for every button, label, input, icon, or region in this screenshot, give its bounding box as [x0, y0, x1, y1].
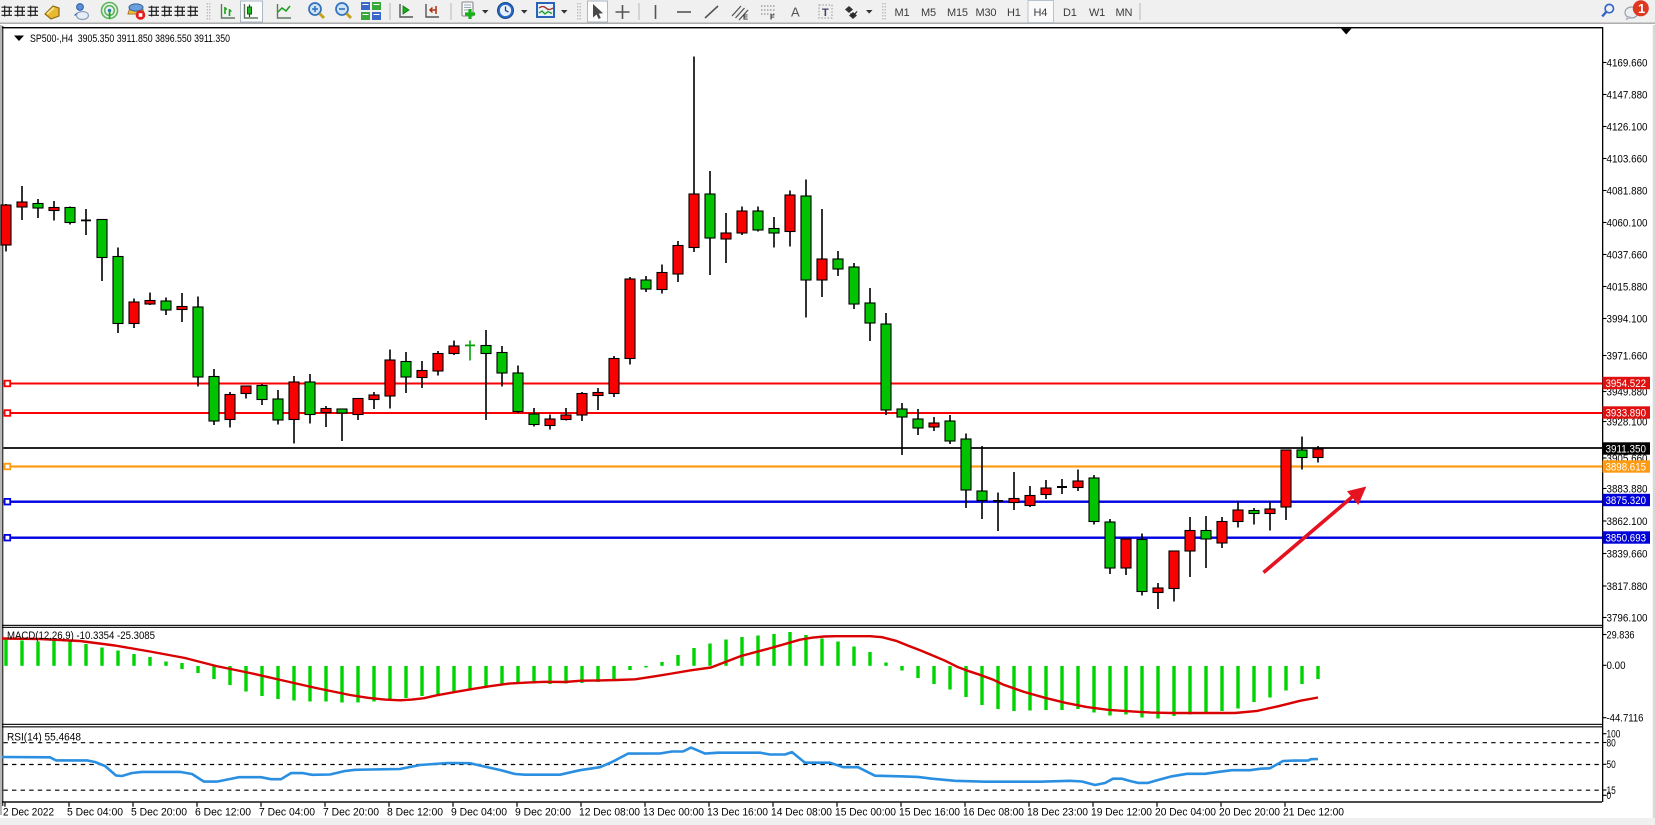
svg-text:A: A — [791, 5, 800, 20]
svg-text:3898.615: 3898.615 — [1606, 461, 1647, 473]
svg-text:6 Dec 12:00: 6 Dec 12:00 — [195, 807, 251, 819]
svg-text:M1: M1 — [895, 7, 910, 19]
svg-text:-44.7116: -44.7116 — [1607, 713, 1644, 725]
svg-text:80: 80 — [1607, 737, 1616, 749]
svg-text:13 Dec 16:00: 13 Dec 16:00 — [707, 807, 768, 819]
svg-text:SP500-,H4 3905.350 3911.850 3: SP500-,H4 3905.350 3911.850 3896.550 391… — [30, 33, 230, 45]
svg-text:12 Dec 08:00: 12 Dec 08:00 — [579, 807, 640, 819]
svg-text:16 Dec 08:00: 16 Dec 08:00 — [963, 807, 1024, 819]
svg-text:M15: M15 — [947, 7, 968, 19]
svg-text:15: 15 — [1607, 785, 1616, 797]
svg-text:4081.880: 4081.880 — [1607, 185, 1648, 197]
svg-text:3949.880: 3949.880 — [1607, 386, 1648, 398]
svg-text:9 Dec 04:00: 9 Dec 04:00 — [451, 807, 507, 819]
svg-text:MN: MN — [1116, 7, 1133, 19]
svg-text:18 Dec 23:00: 18 Dec 23:00 — [1027, 807, 1088, 819]
svg-text:3850.693: 3850.693 — [1606, 532, 1647, 544]
svg-text:19 Dec 12:00: 19 Dec 12:00 — [1091, 807, 1152, 819]
svg-text:4037.660: 4037.660 — [1607, 249, 1648, 261]
svg-text:3875.320: 3875.320 — [1606, 495, 1647, 507]
svg-text:7 Dec 20:00: 7 Dec 20:00 — [323, 807, 379, 819]
svg-text:3933.890: 3933.890 — [1606, 407, 1647, 419]
svg-text:H1: H1 — [1007, 7, 1021, 19]
svg-text:5 Dec 20:00: 5 Dec 20:00 — [131, 807, 187, 819]
svg-text:E: E — [743, 13, 748, 22]
svg-text:3928.100: 3928.100 — [1607, 416, 1648, 428]
svg-text:4169.660: 4169.660 — [1607, 57, 1648, 69]
svg-text:M5: M5 — [921, 7, 936, 19]
svg-text:RSI(14) 55.4648: RSI(14) 55.4648 — [7, 732, 81, 744]
svg-text:4126.100: 4126.100 — [1607, 121, 1648, 133]
svg-text:4147.880: 4147.880 — [1607, 89, 1648, 101]
svg-text:0.00: 0.00 — [1607, 660, 1626, 672]
svg-text:H4: H4 — [1034, 7, 1048, 19]
svg-text:20 Dec 20:00: 20 Dec 20:00 — [1219, 807, 1280, 819]
svg-text:3862.100: 3862.100 — [1607, 516, 1648, 528]
svg-text:5 Dec 04:00: 5 Dec 04:00 — [67, 807, 123, 819]
svg-text:2 Dec 2022: 2 Dec 2022 — [3, 807, 54, 819]
svg-text:13 Dec 00:00: 13 Dec 00:00 — [643, 807, 704, 819]
svg-text:4103.660: 4103.660 — [1607, 153, 1648, 165]
svg-text:8 Dec 12:00: 8 Dec 12:00 — [387, 807, 443, 819]
svg-text:15 Dec 16:00: 15 Dec 16:00 — [899, 807, 960, 819]
svg-text:M30: M30 — [976, 7, 997, 19]
svg-text:3883.880: 3883.880 — [1607, 483, 1648, 495]
svg-text:3911.350: 3911.350 — [1606, 443, 1647, 455]
svg-text:W1: W1 — [1089, 7, 1105, 19]
svg-text:3796.100: 3796.100 — [1607, 612, 1648, 624]
svg-text:0: 0 — [1607, 790, 1612, 802]
svg-text:MACD(12,26,9) -10.3354 -25.308: MACD(12,26,9) -10.3354 -25.3085 — [7, 630, 155, 642]
svg-text:21 Dec 12:00: 21 Dec 12:00 — [1283, 807, 1344, 819]
svg-text:3994.100: 3994.100 — [1607, 313, 1648, 325]
svg-text:15 Dec 00:00: 15 Dec 00:00 — [835, 807, 896, 819]
svg-text:3817.880: 3817.880 — [1607, 581, 1648, 593]
svg-text:50: 50 — [1607, 759, 1616, 771]
svg-text:7 Dec 04:00: 7 Dec 04:00 — [259, 807, 315, 819]
svg-text:9 Dec 20:00: 9 Dec 20:00 — [515, 807, 571, 819]
svg-text:100: 100 — [1607, 729, 1621, 741]
svg-text:T: T — [822, 7, 829, 19]
svg-text:29.836: 29.836 — [1607, 629, 1635, 641]
svg-text:20 Dec 04:00: 20 Dec 04:00 — [1155, 807, 1216, 819]
svg-text:1: 1 — [1638, 1, 1645, 16]
svg-text:14 Dec 08:00: 14 Dec 08:00 — [771, 807, 832, 819]
svg-text:3971.660: 3971.660 — [1607, 350, 1648, 362]
svg-text:4015.880: 4015.880 — [1607, 281, 1648, 293]
svg-text:D1: D1 — [1063, 7, 1077, 19]
svg-text:F: F — [770, 13, 775, 22]
svg-text:4060.100: 4060.100 — [1607, 217, 1648, 229]
svg-text:3839.660: 3839.660 — [1607, 548, 1648, 560]
svg-text:3954.522: 3954.522 — [1606, 378, 1647, 390]
